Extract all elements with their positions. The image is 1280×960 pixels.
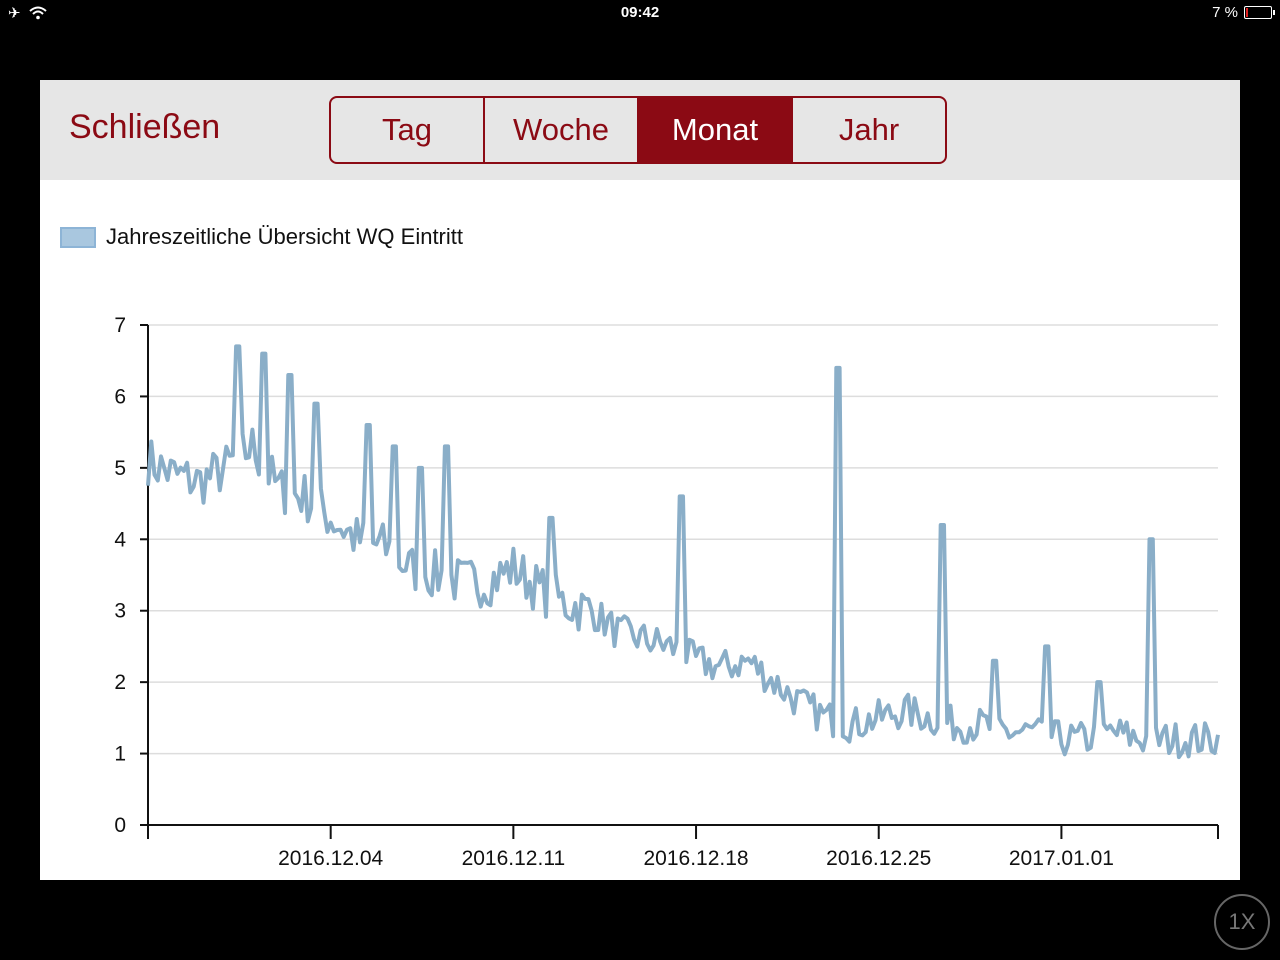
x-tick-label: 2016.12.11: [462, 847, 566, 870]
battery-percentage: 7 %: [1212, 4, 1238, 21]
series-line: [146, 344, 1220, 760]
period-segmented-control: Tag Woche Monat Jahr: [329, 96, 947, 164]
legend-swatch: [60, 226, 96, 248]
status-left: ✈: [8, 4, 47, 22]
y-tick-label: 6: [114, 385, 126, 408]
segment-tag[interactable]: Tag: [331, 98, 485, 162]
y-tick-label: 4: [114, 528, 126, 551]
segment-jahr[interactable]: Jahr: [838, 112, 900, 147]
chart-legend: Jahreszeitliche Übersicht WQ Eintritt: [60, 224, 463, 250]
x-tick-label: 2017.01.01: [1009, 847, 1114, 870]
x-tick-label: 2016.12.04: [278, 847, 383, 870]
y-tick-label: 1: [114, 743, 126, 766]
y-tick-label: 0: [114, 814, 126, 837]
y-tick-label: 2: [114, 671, 126, 694]
status-time: 09:42: [620, 4, 660, 21]
y-tick-label: 5: [114, 457, 126, 480]
segment-monat[interactable]: Monat: [639, 98, 793, 162]
chart-panel: Schließen Tag Woche Monat Jahr Jahreszeitli…: [40, 80, 1240, 880]
status-bar: ✈ 09:42 7 %: [0, 0, 1280, 26]
close-button[interactable]: Schließen: [69, 108, 221, 146]
y-tick-label: 3: [114, 600, 126, 623]
legend-label: Jahreszeitliche Übersicht WQ Eintritt: [106, 224, 463, 249]
airplane-icon: ✈: [8, 5, 21, 22]
line-chart: 0 1 2 3 4 5 6 7 2016.12.04 2016.12.11 2016.12.18 20…: [114, 314, 1220, 870]
x-tick-label: 2016.12.18: [643, 847, 748, 870]
segment-woche[interactable]: Woche: [485, 98, 639, 162]
battery-icon: [1244, 6, 1275, 19]
zoom-button[interactable]: 1X: [1214, 894, 1270, 950]
toolbar: Schließen Tag Woche Monat Jahr: [40, 80, 1240, 180]
y-tick-label: 7: [114, 314, 126, 337]
status-right: 7 %: [1212, 4, 1275, 21]
wifi-icon: [28, 6, 47, 20]
battery-level: [1246, 8, 1248, 17]
x-tick-label: 2016.12.25: [826, 847, 931, 870]
